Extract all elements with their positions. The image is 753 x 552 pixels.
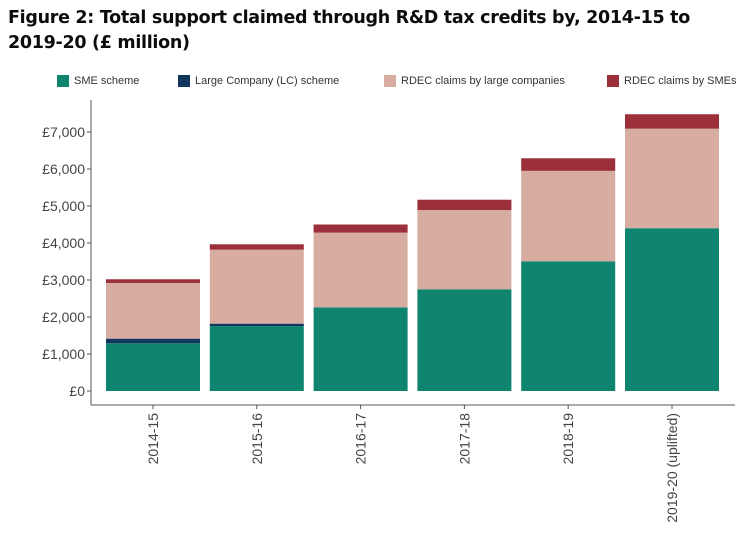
legend-label: Large Company (LC) scheme	[195, 75, 340, 87]
x-tick-label: 2018-19	[560, 413, 576, 465]
y-tick-label: £7,000	[42, 124, 85, 140]
bar-segment-2	[106, 338, 200, 344]
y-tick-label: £5,000	[42, 198, 85, 214]
bar-segment-3	[209, 249, 304, 324]
legend-item-rdec-sme: RDEC claims by SMEs	[607, 75, 736, 87]
legend-item-sme: SME scheme	[57, 75, 139, 87]
y-tick-label: £4,000	[42, 235, 85, 251]
x-tick-label: 2019-20 (uplifted)	[664, 413, 680, 523]
y-tick-label: £1,000	[42, 346, 85, 362]
bar-segment-3	[417, 210, 512, 290]
chart-title: Figure 2: Total support claimed through …	[8, 8, 690, 53]
bar-segment-3	[106, 282, 200, 339]
y-tick-label: £0	[69, 383, 85, 399]
bar-segment-3	[313, 232, 408, 308]
x-tick-label: 2017-18	[456, 413, 472, 465]
bar-segment-1	[625, 228, 719, 391]
bar-segment-1	[313, 307, 408, 391]
legend-label: SME scheme	[74, 75, 140, 87]
legend-item-lc: Large Company (LC) scheme	[178, 75, 339, 87]
x-tick-label: 2015-16	[249, 413, 265, 465]
bar-segment-4	[521, 158, 616, 171]
bar-segment-3	[625, 128, 719, 229]
y-tick-label: £3,000	[42, 272, 85, 288]
legend-item-rdec-large: RDEC claims by large companies	[384, 75, 565, 87]
bar-segment-4	[417, 199, 512, 211]
bar-segment-4	[313, 224, 408, 233]
y-tick-label: £6,000	[42, 161, 85, 177]
legend-label: RDEC claims by large companies	[401, 75, 565, 87]
bar-segment-1	[521, 261, 616, 391]
bar-segment-4	[209, 244, 304, 250]
bar-segment-2	[209, 323, 304, 327]
bar-segment-3	[521, 170, 616, 262]
bar-segment-4	[625, 114, 719, 129]
y-tick-label: £2,000	[42, 309, 85, 325]
legend-label: RDEC claims by SMEs	[624, 75, 737, 87]
bar-segment-1	[417, 289, 512, 391]
x-tick-label: 2014-15	[145, 413, 161, 465]
bar-segment-4	[106, 279, 200, 283]
bar-segment-1	[209, 326, 304, 391]
bar-segment-1	[106, 343, 200, 391]
x-tick-label: 2016-17	[353, 413, 369, 465]
